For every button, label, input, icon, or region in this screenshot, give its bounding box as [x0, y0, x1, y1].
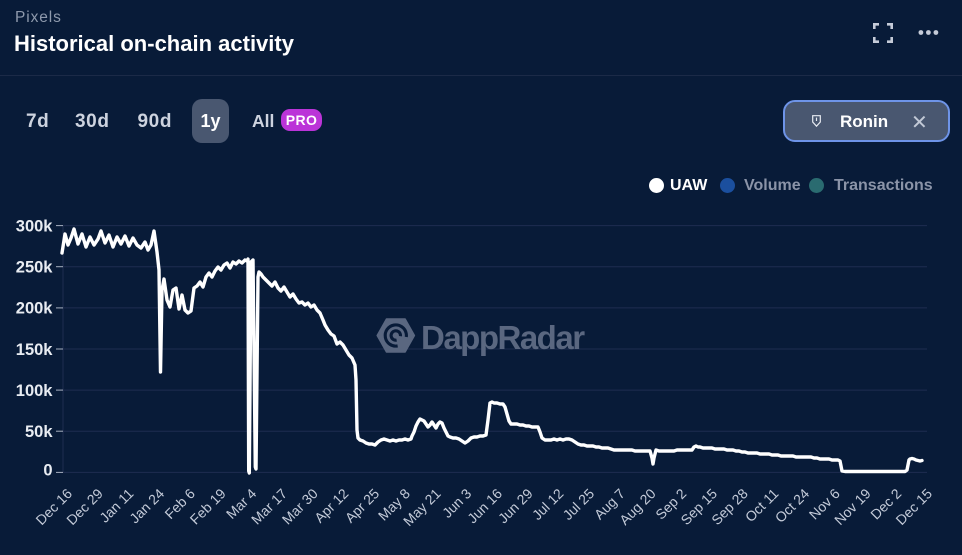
svg-text:50k: 50k [25, 423, 53, 441]
svg-text:Oct 24: Oct 24 [772, 485, 813, 526]
svg-text:DappRadar: DappRadar [421, 319, 585, 356]
svg-text:Jun 29: Jun 29 [495, 485, 536, 526]
svg-text:150k: 150k [16, 341, 54, 359]
svg-text:250k: 250k [16, 259, 54, 277]
svg-text:100k: 100k [16, 382, 54, 400]
svg-text:200k: 200k [16, 300, 54, 318]
svg-text:300k: 300k [16, 217, 54, 235]
svg-text:0: 0 [43, 461, 52, 479]
svg-text:Jul 12: Jul 12 [529, 485, 567, 523]
svg-text:Jul 25: Jul 25 [559, 485, 597, 523]
svg-text:Jan 24: Jan 24 [126, 485, 167, 526]
svg-text:Apr 25: Apr 25 [342, 485, 383, 526]
svg-text:Mar 30: Mar 30 [279, 485, 321, 527]
svg-text:Feb 19: Feb 19 [187, 485, 229, 527]
